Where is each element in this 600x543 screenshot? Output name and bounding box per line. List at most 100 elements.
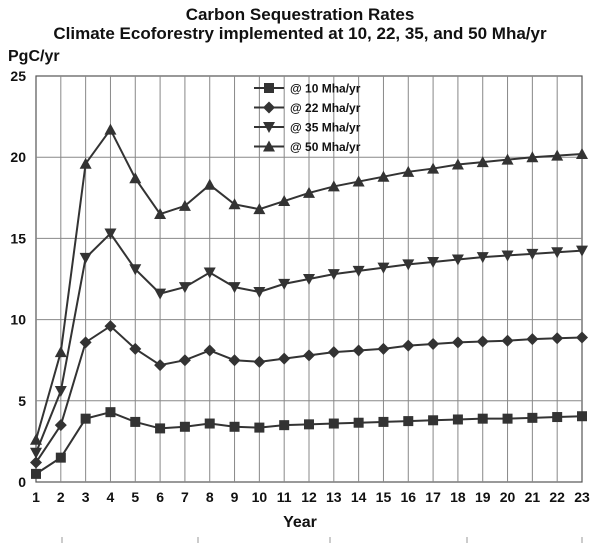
data-point bbox=[577, 411, 587, 422]
data-point bbox=[254, 422, 265, 433]
x-tick-label: 15 bbox=[376, 489, 392, 505]
data-point bbox=[30, 456, 42, 469]
data-point bbox=[228, 354, 241, 367]
data-point bbox=[352, 265, 365, 277]
x-tick-label: 1 bbox=[32, 489, 40, 505]
x-tick-label: 6 bbox=[156, 489, 164, 505]
y-tick-label: 10 bbox=[10, 312, 26, 328]
x-tick-label: 2 bbox=[57, 489, 65, 505]
data-point bbox=[378, 416, 389, 427]
y-tick-label: 15 bbox=[10, 230, 26, 246]
data-point bbox=[403, 416, 414, 427]
x-tick-label: 20 bbox=[500, 489, 516, 505]
data-point bbox=[278, 352, 291, 365]
data-point bbox=[179, 421, 190, 432]
x-tick-label: 21 bbox=[525, 489, 541, 505]
x-tick-label: 8 bbox=[206, 489, 214, 505]
legend-label: @ 50 Mha/yr bbox=[290, 140, 361, 154]
data-point bbox=[551, 247, 564, 259]
data-point bbox=[428, 415, 439, 426]
y-tick-label: 5 bbox=[18, 393, 26, 409]
data-point bbox=[451, 158, 464, 170]
data-point bbox=[54, 386, 67, 398]
data-point bbox=[154, 359, 167, 372]
data-point bbox=[178, 354, 191, 367]
legend-label: @ 35 Mha/yr bbox=[290, 121, 361, 135]
chart-subtitle: Climate Ecoforestry implemented at 10, 2… bbox=[53, 24, 547, 43]
data-point bbox=[576, 331, 588, 344]
data-point bbox=[130, 416, 141, 427]
data-point bbox=[526, 151, 539, 163]
data-point bbox=[352, 175, 365, 187]
data-point bbox=[526, 333, 539, 346]
legend-marker bbox=[263, 101, 275, 114]
data-point bbox=[427, 162, 440, 174]
data-point bbox=[451, 254, 464, 266]
data-point bbox=[501, 250, 514, 262]
x-tick-label: 11 bbox=[277, 489, 292, 505]
data-point bbox=[303, 349, 315, 362]
x-tick-label: 10 bbox=[252, 489, 268, 505]
legend-marker bbox=[263, 122, 275, 133]
data-point bbox=[228, 198, 241, 210]
y-tick-label: 25 bbox=[10, 68, 26, 84]
legend-marker bbox=[264, 83, 274, 93]
y-axis-label: PgC/yr bbox=[8, 48, 60, 65]
x-tick-label: 13 bbox=[326, 489, 342, 505]
data-point bbox=[352, 344, 365, 357]
data-point bbox=[427, 337, 440, 350]
data-point bbox=[501, 153, 514, 165]
data-point bbox=[303, 186, 315, 198]
x-tick-label: 16 bbox=[400, 489, 416, 505]
data-point bbox=[104, 228, 117, 240]
data-point bbox=[552, 412, 563, 423]
data-point bbox=[576, 245, 588, 257]
x-tick-label: 3 bbox=[82, 489, 90, 505]
y-tick-label: 0 bbox=[18, 474, 26, 490]
data-point bbox=[228, 282, 241, 294]
data-point bbox=[105, 407, 116, 418]
data-point bbox=[402, 165, 415, 177]
data-point bbox=[576, 147, 588, 159]
data-point bbox=[527, 412, 538, 423]
data-point bbox=[30, 447, 42, 459]
x-tick-label: 7 bbox=[181, 489, 189, 505]
data-point bbox=[55, 452, 66, 463]
data-point bbox=[402, 339, 415, 352]
x-tick-label: 17 bbox=[425, 489, 441, 505]
data-point bbox=[204, 418, 215, 429]
data-point bbox=[79, 157, 92, 169]
data-point bbox=[551, 332, 564, 345]
data-point bbox=[253, 355, 266, 368]
data-point bbox=[327, 269, 340, 281]
x-tick-label: 4 bbox=[107, 489, 115, 505]
data-point bbox=[104, 320, 117, 333]
data-point bbox=[303, 274, 315, 285]
data-point bbox=[104, 123, 117, 135]
x-tick-label: 9 bbox=[231, 489, 239, 505]
data-point bbox=[178, 282, 191, 294]
legend-marker bbox=[263, 140, 275, 152]
data-point bbox=[79, 252, 92, 264]
x-axis-label: Year bbox=[283, 514, 317, 531]
data-point bbox=[279, 420, 290, 431]
data-point bbox=[253, 286, 266, 298]
data-point bbox=[551, 149, 564, 161]
data-point bbox=[501, 334, 514, 347]
data-point bbox=[31, 468, 41, 479]
data-point bbox=[377, 342, 390, 355]
data-point bbox=[476, 335, 489, 348]
data-point bbox=[327, 180, 340, 192]
data-point bbox=[154, 288, 167, 300]
data-point bbox=[502, 413, 513, 424]
x-tick-label: 12 bbox=[301, 489, 317, 505]
data-point bbox=[427, 256, 440, 268]
data-point bbox=[278, 195, 291, 207]
data-point bbox=[54, 419, 67, 432]
data-point bbox=[402, 259, 415, 271]
chart-title: Carbon Sequestration Rates bbox=[185, 5, 415, 24]
data-point bbox=[129, 172, 142, 184]
data-point bbox=[476, 252, 489, 264]
y-tick-label: 20 bbox=[10, 149, 26, 165]
